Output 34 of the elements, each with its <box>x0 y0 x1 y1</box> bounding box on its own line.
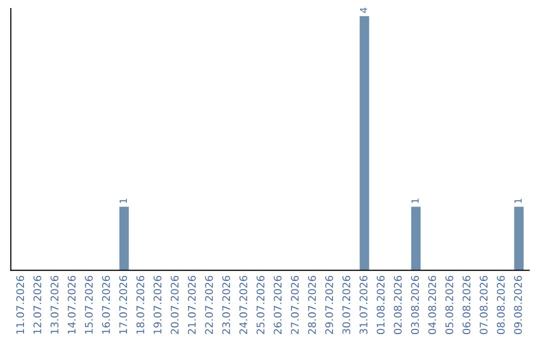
x-tick-label: 28.07.2026 <box>308 276 316 334</box>
x-tick-label: 09.08.2026 <box>514 276 522 334</box>
x-tick-label: 17.07.2026 <box>119 276 128 334</box>
x-tick-label: 20.07.2026 <box>170 276 179 334</box>
x-tick-label: 04.08.2026 <box>428 276 436 334</box>
x-tick-label: 18.07.2026 <box>136 276 144 334</box>
x-tick-label: 16.07.2026 <box>102 276 110 334</box>
data-label: 1 <box>514 198 522 203</box>
x-tick-label: 14.07.2026 <box>68 276 76 334</box>
x-tick-label: 13.07.2026 <box>50 276 58 334</box>
x-tick-label: 29.07.2026 <box>325 276 334 334</box>
x-tick-label: 06.08.2026 <box>462 276 470 334</box>
data-label: 1 <box>120 198 127 203</box>
x-tick-label: 02.08.2026 <box>394 276 402 334</box>
x-tick-label: 08.08.2026 <box>496 276 505 334</box>
x-tick-label: 25.07.2026 <box>256 276 264 334</box>
x-tick-label: 19.07.2026 <box>154 276 162 334</box>
x-tick-label: 23.07.2026 <box>222 276 230 334</box>
x-tick-label: 26.07.2026 <box>274 276 282 334</box>
data-label: 4 <box>360 8 368 13</box>
data-label: 1 <box>412 198 419 203</box>
x-tick-label: 31.07.2026 <box>360 276 368 334</box>
x-tick-label: 22.07.2026 <box>205 276 213 334</box>
x-tick-label: 15.07.2026 <box>84 276 93 334</box>
x-tick-label: 24.07.2026 <box>239 276 248 334</box>
x-tick-label: 30.07.2026 <box>342 276 350 334</box>
x-tick-label: 07.08.2026 <box>480 276 488 334</box>
x-tick-label: 12.07.2026 <box>33 276 42 334</box>
x-tick-label: 03.08.2026 <box>411 276 419 334</box>
x-tick-label: 27.07.2026 <box>290 276 299 334</box>
x-tick-label: 11.07.2026 <box>16 276 24 334</box>
x-tick-label: 21.07.2026 <box>188 276 196 334</box>
x-tick-label: 05.08.2026 <box>445 276 454 334</box>
x-tick-label: 01.08.2026 <box>376 276 385 334</box>
